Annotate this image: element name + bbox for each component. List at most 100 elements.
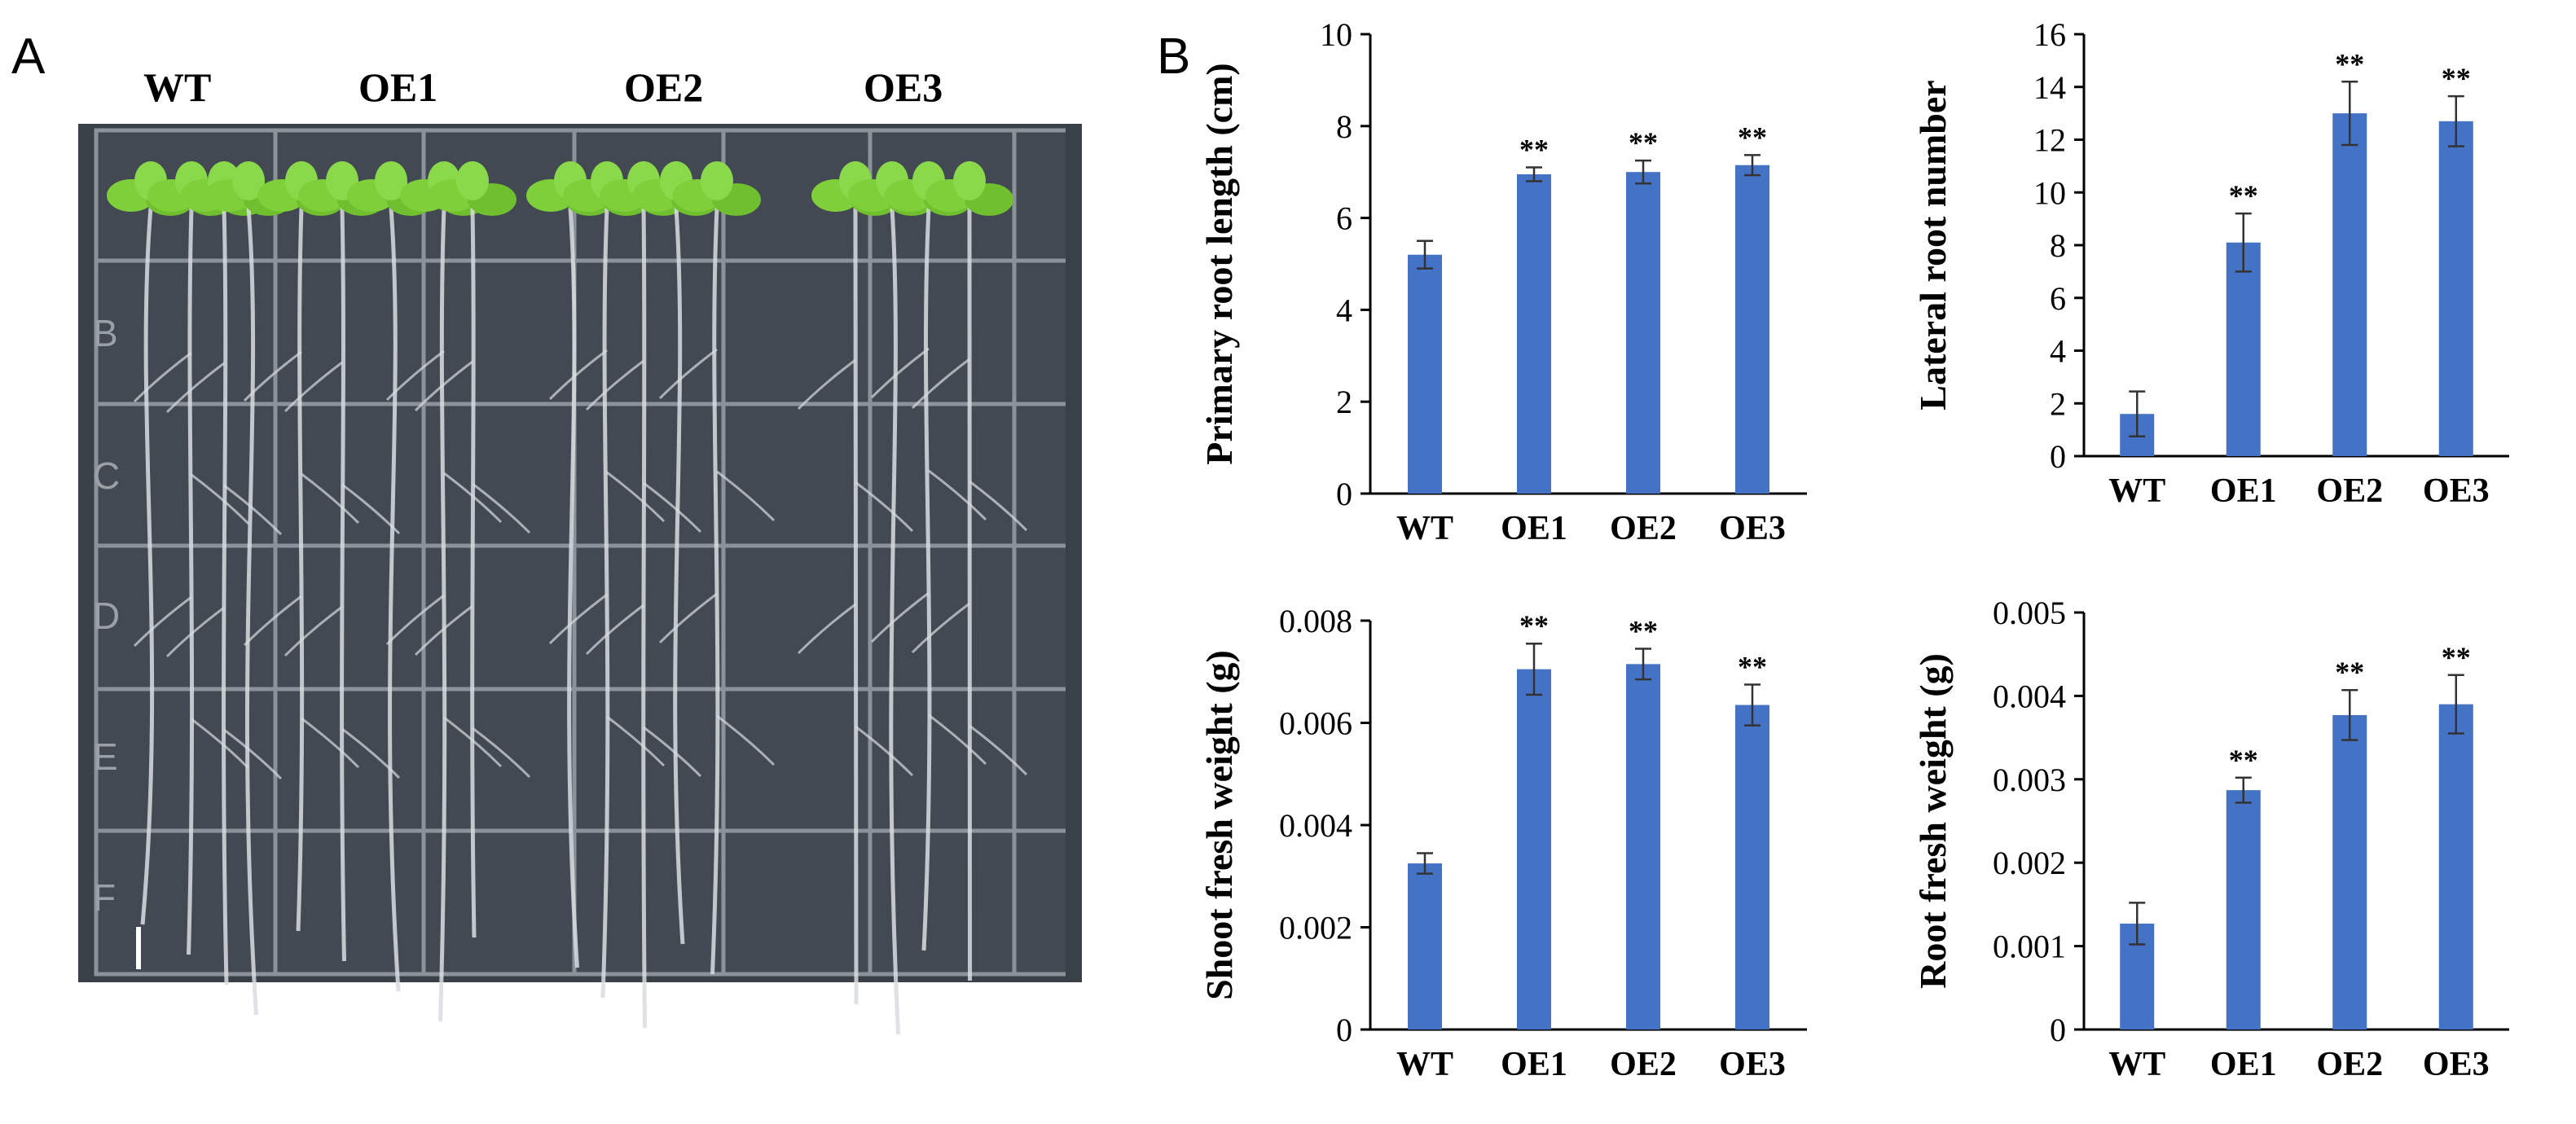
lateral-root — [716, 714, 776, 766]
significance-marker: ** — [2442, 641, 2471, 674]
lateral-root — [301, 717, 360, 769]
y-tick-label: 12 — [2033, 122, 2066, 159]
lateral-root — [855, 481, 914, 533]
y-tick-label: 0 — [2050, 1012, 2066, 1048]
y-tick-label: 6 — [2050, 280, 2066, 317]
y-tick-label: 2 — [2050, 385, 2066, 422]
grid-row-letter: E — [93, 735, 118, 778]
lateral-root — [855, 725, 914, 777]
lateral-root — [548, 593, 608, 645]
lateral-root — [797, 358, 856, 411]
leaf — [232, 161, 265, 200]
bar-wt — [1408, 863, 1442, 1030]
significance-marker: ** — [2442, 62, 2471, 94]
y-axis-title: Root fresh weight (g) — [1912, 653, 1954, 989]
y-axis-title: Primary root length (cm) — [1198, 63, 1240, 465]
root — [600, 207, 610, 999]
significance-marker: ** — [1629, 615, 1658, 648]
leaf — [375, 161, 407, 200]
lateral-root — [165, 606, 225, 658]
y-tick-label: 8 — [2050, 227, 2066, 264]
lateral-root — [165, 362, 225, 414]
y-tick-label: 4 — [1336, 292, 1352, 328]
root — [567, 207, 579, 968]
y-tick-label: 0.008 — [1279, 603, 1352, 639]
x-category-label: OE3 — [1719, 1046, 1786, 1083]
lateral-root — [928, 469, 987, 521]
y-axis-title: Shoot fresh weight (g) — [1198, 650, 1240, 1000]
genotype-label-oe2: OE2 — [624, 64, 704, 110]
x-category-label: OE2 — [2316, 1046, 2383, 1083]
root — [641, 207, 647, 1029]
lateral-root — [797, 603, 856, 655]
root — [187, 207, 195, 955]
root — [388, 207, 401, 992]
y-axis-title: Lateral root number — [1912, 80, 1954, 410]
significance-marker: ** — [2335, 656, 2364, 688]
grid-row-letter: B — [93, 312, 118, 354]
lateral-root — [191, 473, 250, 525]
lateral-root — [658, 348, 718, 400]
x-category-label: OE2 — [1610, 1046, 1677, 1083]
bar-wt — [1408, 254, 1442, 494]
lateral-root — [243, 350, 302, 402]
y-tick-label: 0.005 — [1993, 595, 2066, 631]
bar-oe3 — [1735, 165, 1769, 494]
y-tick-label: 10 — [2033, 174, 2066, 211]
y-tick-label: 0.002 — [1993, 845, 2066, 881]
bar-oe2 — [1626, 664, 1660, 1030]
panel-b-letter: B — [1157, 29, 1191, 85]
y-tick-label: 6 — [1336, 200, 1352, 237]
lateral-root — [716, 470, 776, 522]
lateral-root — [911, 358, 970, 410]
y-tick-label: 2 — [1336, 384, 1352, 420]
y-tick-label: 0.004 — [1993, 678, 2066, 714]
lateral-root — [385, 349, 445, 402]
lateral-root — [658, 592, 718, 644]
root — [710, 207, 720, 975]
y-tick-label: 0 — [1336, 476, 1352, 512]
y-tick-label: 8 — [1336, 108, 1352, 145]
root — [470, 207, 477, 938]
root — [438, 207, 447, 1022]
lateral-root — [414, 604, 473, 656]
y-tick-label: 0.006 — [1279, 705, 1352, 742]
x-category-label: WT — [2108, 1046, 2165, 1083]
y-tick-label: 0.001 — [1993, 929, 2066, 965]
root — [244, 207, 258, 1016]
lateral-root — [243, 595, 302, 647]
lateral-root — [870, 347, 930, 399]
genotype-label-oe3: OE3 — [864, 64, 943, 110]
x-category-label: OE1 — [1501, 1046, 1567, 1083]
bar-oe3 — [2438, 121, 2473, 456]
lateral-root — [969, 480, 1028, 532]
bar-oe3 — [1735, 705, 1769, 1030]
leaf — [701, 161, 733, 200]
x-category-label: OE3 — [1719, 510, 1786, 547]
x-category-label: OE1 — [2210, 472, 2277, 510]
leaf — [456, 161, 489, 200]
x-category-label: OE1 — [2210, 1046, 2277, 1083]
lateral-root — [443, 716, 503, 768]
lateral-root — [223, 728, 283, 780]
x-category-label: OE1 — [1501, 510, 1567, 547]
lateral-root — [385, 594, 445, 646]
y-tick-label: 16 — [2033, 16, 2066, 53]
root — [222, 207, 229, 986]
lateral-root — [585, 359, 644, 411]
x-category-label: WT — [1396, 510, 1453, 547]
lateral-root — [585, 604, 644, 656]
significance-marker: ** — [1629, 126, 1658, 159]
significance-marker: ** — [2335, 47, 2364, 80]
grid-row-letter: C — [93, 454, 120, 497]
y-tick-label: 0.003 — [1993, 762, 2066, 798]
root — [853, 207, 859, 1005]
lateral-root — [223, 484, 283, 536]
genotype-label-oe1: OE1 — [358, 64, 438, 110]
lateral-root — [133, 595, 192, 648]
significance-marker: ** — [1738, 121, 1767, 153]
